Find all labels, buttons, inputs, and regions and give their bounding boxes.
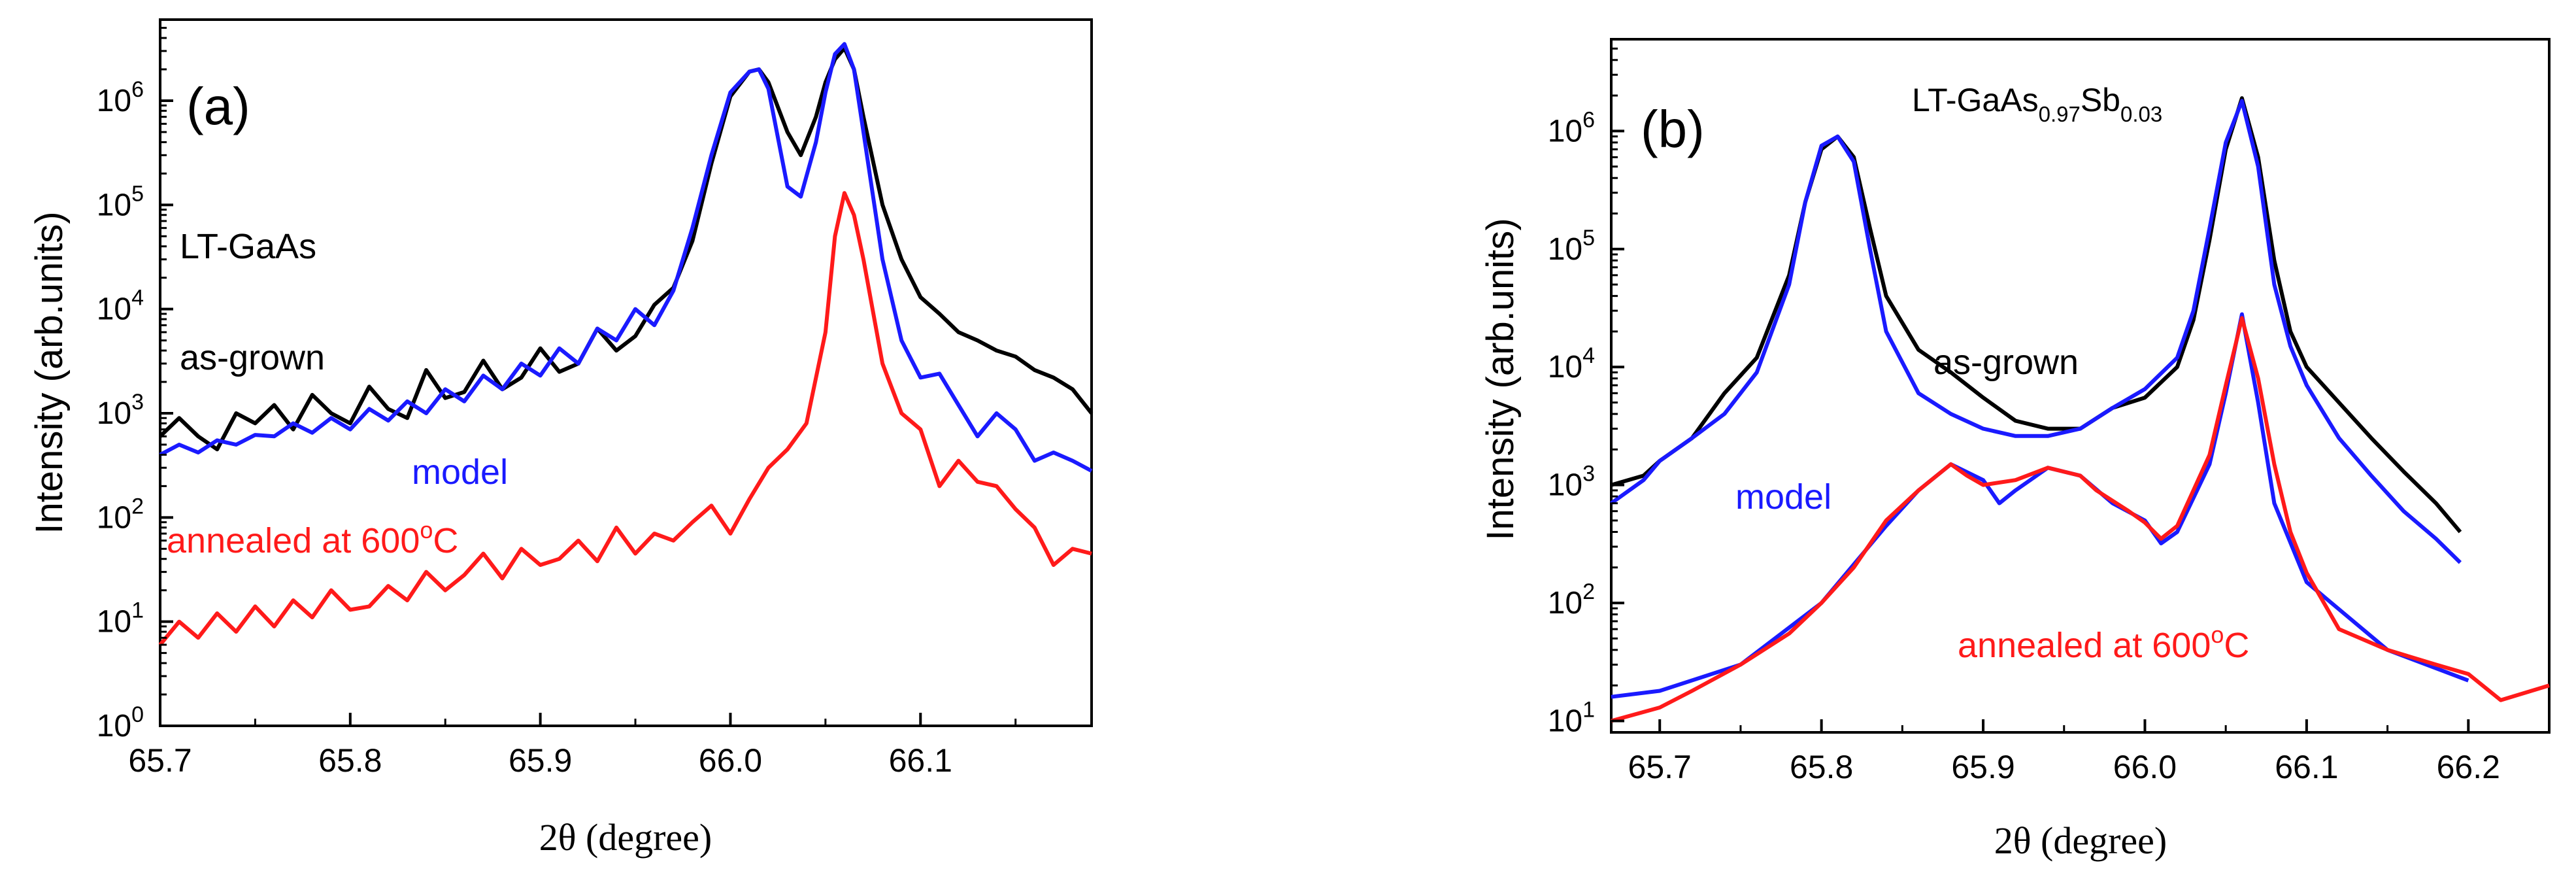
panel-a-x-tick-label: 66.1 bbox=[889, 742, 952, 779]
panel-b-x-tick-label: 66.0 bbox=[2113, 749, 2177, 785]
panel-b-x-tick-label: 66.2 bbox=[2437, 749, 2500, 785]
panel-a-y-tick-label: 103 bbox=[97, 390, 144, 431]
panel-b-annealed-label: annealed at 600oC bbox=[1958, 621, 2249, 665]
panel-b-title: LT-GaAs0.97Sb0.03 bbox=[1912, 82, 2162, 126]
panel-b-label: (b) bbox=[1641, 100, 1705, 158]
panel-a-y-tick-label: 100 bbox=[97, 702, 144, 743]
panel-a-as-grown-label: as-grown bbox=[180, 338, 325, 377]
panel-a-series-group bbox=[158, 42, 1094, 646]
panel-a-model-label: model bbox=[412, 453, 508, 492]
panel-b-series-model-line bbox=[1610, 99, 2462, 564]
panel-a-y-tick-label: 106 bbox=[97, 77, 144, 118]
panel-a-chart: 65.7 65.8 65.9 66.0 66.1 100 101 102 103 104 105 10… bbox=[28, 18, 1094, 859]
panel-b-series-group bbox=[1610, 96, 2550, 723]
panel-a-x-tick-label: 65.7 bbox=[128, 742, 192, 779]
panel-a-sample-label: LT-GaAs bbox=[180, 227, 316, 266]
panel-a-axes-group: 65.7 65.8 65.9 66.0 66.1 100 101 102 103 104 105 10… bbox=[97, 18, 1017, 779]
panel-a-y-axis-label: Intensity (arb.units) bbox=[28, 211, 71, 534]
panel-b-axes-group: 65.7 65.8 65.9 66.0 66.1 66.2 101 102 103 104 105 1… bbox=[1548, 38, 2500, 785]
panel-a-y-tick-label: 101 bbox=[97, 598, 144, 640]
panel-b-y-tick-label: 104 bbox=[1548, 343, 1595, 384]
panel-a-annealed-label: annealed at 600oC bbox=[167, 517, 458, 560]
panel-b-series-as-grown-line bbox=[1611, 96, 2462, 534]
panel-a-plot-frame bbox=[159, 18, 1093, 727]
panel-b-x-tick-label: 65.7 bbox=[1628, 749, 1692, 785]
panel-b-y-tick-label: 105 bbox=[1548, 226, 1595, 267]
panel-a-series-annealed-line bbox=[158, 191, 1092, 646]
panel-a-x-tick-label: 66.0 bbox=[699, 742, 762, 779]
panel-b-x-tick-label: 65.8 bbox=[1790, 749, 1853, 785]
panel-b-y-tick-label: 103 bbox=[1548, 462, 1595, 503]
panel-b-y-tick-label: 102 bbox=[1548, 579, 1595, 621]
panel-b-x-axis-label: 2θ (degree) bbox=[1994, 819, 2167, 862]
panel-b-x-tick-label: 65.9 bbox=[1951, 749, 2015, 785]
panel-b-y-axis-label: Intensity (arb.units) bbox=[1479, 218, 1522, 540]
panel-a-series-as-grown-line bbox=[158, 46, 1094, 452]
panel-b-series-annealed-line bbox=[1611, 316, 2550, 723]
panel-a-x-tick-label: 65.8 bbox=[318, 742, 382, 779]
panel-b-as-grown-label: as-grown bbox=[1933, 343, 2079, 382]
panel-a-y-tick-label: 105 bbox=[97, 181, 144, 222]
panel-a-y-tick-label: 104 bbox=[97, 286, 144, 327]
panel-a-x-tick-label: 65.9 bbox=[509, 742, 572, 779]
panel-a-y-tick-label: 102 bbox=[97, 494, 144, 535]
panel-b-x-tick-label: 66.1 bbox=[2275, 749, 2338, 785]
panel-b-chart: 65.7 65.8 65.9 66.0 66.1 66.2 101 102 103 104 105 1… bbox=[1479, 38, 2551, 862]
panel-a-label: (a) bbox=[186, 77, 250, 135]
panel-a-series-model-line bbox=[159, 42, 1093, 473]
panel-b-y-tick-label: 106 bbox=[1548, 107, 1595, 148]
panel-b-model-label: model bbox=[1735, 477, 1832, 517]
panel-b-y-tick-label: 101 bbox=[1548, 698, 1595, 739]
panel-a-x-axis-label: 2θ (degree) bbox=[539, 816, 712, 859]
